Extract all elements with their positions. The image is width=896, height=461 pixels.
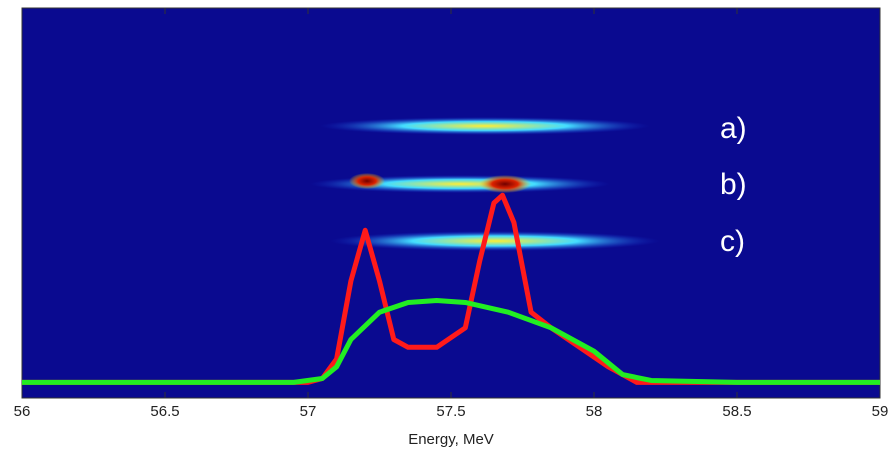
spot xyxy=(479,175,531,193)
spot xyxy=(349,173,385,189)
x-axis-label: Energy, MeV xyxy=(408,431,494,448)
x-tick-label: 56.5 xyxy=(150,403,179,420)
image-background xyxy=(21,7,881,399)
data-line xyxy=(22,192,880,385)
streak-c xyxy=(330,231,660,251)
annotation: c) xyxy=(720,225,745,258)
x-tick-label: 59 xyxy=(872,403,889,420)
plot-area xyxy=(22,192,880,385)
annotation: a) xyxy=(720,112,747,145)
x-tick-label: 56 xyxy=(14,403,31,420)
x-tick-label: 57.5 xyxy=(436,403,465,420)
annotation: b) xyxy=(720,168,747,201)
x-tick-label: 58.5 xyxy=(722,403,751,420)
streak-a xyxy=(320,117,650,135)
x-tick-label: 58 xyxy=(586,403,603,420)
x-tick-label: 57 xyxy=(300,403,317,420)
streak-b xyxy=(310,175,610,193)
data-line xyxy=(22,298,880,385)
